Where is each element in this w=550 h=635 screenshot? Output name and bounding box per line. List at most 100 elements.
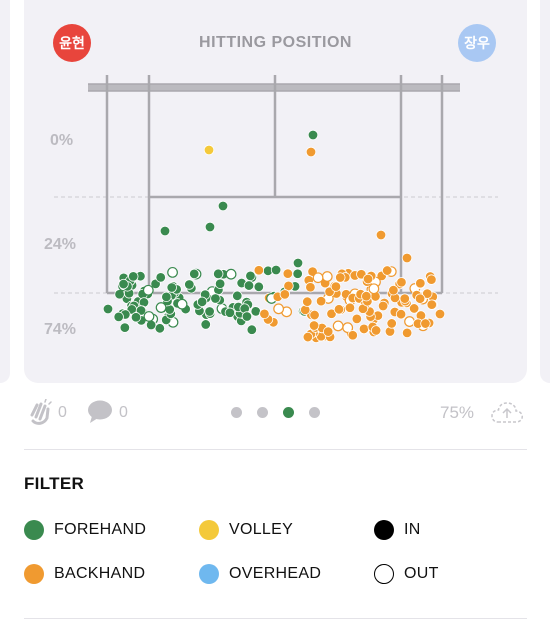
- shot-dot-forehand: [245, 270, 256, 282]
- shot-dot-forehand: [213, 268, 224, 280]
- filter-out[interactable]: OUT: [374, 563, 439, 585]
- filter-title: FILTER: [24, 474, 85, 493]
- shot-dot-forehand: [292, 268, 303, 279]
- pct-label-top: 0%: [50, 132, 74, 149]
- shot-dot-forehand: [184, 279, 195, 290]
- page-indicator-dot-1[interactable]: [231, 407, 242, 418]
- shot-dot-forehand-out: [142, 284, 154, 296]
- player-right-avatar[interactable]: 장우: [458, 24, 496, 62]
- shot-dot-forehand: [118, 278, 129, 290]
- filter-label: BACKHAND: [54, 565, 146, 582]
- player-right-name: 장우: [464, 35, 490, 51]
- shot-dot-backhand: [315, 295, 327, 307]
- shot-dot-forehand-out: [176, 298, 188, 310]
- shot-dot-forehand: [253, 281, 265, 293]
- shot-dot-backhand: [426, 299, 437, 310]
- shot-dot-backhand: [381, 265, 393, 276]
- filter-forehand[interactable]: FOREHAND: [24, 519, 146, 541]
- shot-dot-backhand: [253, 265, 265, 276]
- shot-dot-forehand: [164, 304, 175, 315]
- shot-dot-backhand: [358, 323, 370, 335]
- pct-label-middle: 24%: [44, 236, 77, 253]
- shot-dot-backhand-out: [404, 316, 415, 327]
- shot-dot-backhand-out: [321, 271, 333, 282]
- filter-overhead[interactable]: OVERHEAD: [199, 563, 321, 585]
- shot-dot-backhand: [361, 291, 372, 302]
- page-indicator-dot-2[interactable]: [257, 407, 268, 418]
- filter-volley[interactable]: VOLLEY: [199, 519, 293, 541]
- shot-dot-backhand: [395, 308, 407, 320]
- shot-dot-backhand: [322, 326, 334, 337]
- shot-dot-backhand: [308, 320, 320, 331]
- speech-bubble-icon: [88, 400, 112, 423]
- filter-in[interactable]: IN: [374, 519, 421, 541]
- shot-dot-backhand: [330, 281, 342, 292]
- shot-dot-backhand: [401, 252, 413, 264]
- shot-dot-forehand-out: [155, 302, 167, 313]
- next-card-edge[interactable]: [540, 0, 550, 383]
- shot-dot-backhand: [333, 304, 345, 315]
- shot-dot-backhand: [414, 293, 426, 304]
- shot-dot-forehand: [155, 272, 166, 283]
- shot-dot-forehand: [214, 278, 226, 289]
- hitting-position-card[interactable]: 윤현 장우 HITTING POSITION 0% 24% 74%: [24, 0, 527, 383]
- share-button[interactable]: [489, 398, 525, 426]
- shot-dot-backhand: [370, 325, 382, 336]
- shot-dot-forehand: [200, 319, 211, 330]
- shot-dot-backhand: [420, 318, 431, 329]
- shot-dot-forehand: [250, 306, 261, 317]
- out-dot-icon: [374, 564, 394, 584]
- shot-dot-forehand: [102, 303, 114, 315]
- shot-dot-backhand-out: [332, 320, 344, 332]
- shot-dot-forehand: [204, 306, 215, 317]
- shot-dot-forehand: [154, 323, 166, 334]
- shot-dot-forehand: [119, 322, 131, 333]
- shot-dot-forehand: [128, 271, 139, 282]
- filter-label: FOREHAND: [54, 521, 147, 538]
- shot-dot-forehand: [224, 307, 236, 318]
- shot-dot-backhand: [347, 330, 358, 341]
- filter-label: IN: [404, 521, 421, 538]
- shot-dot-backhand: [388, 285, 399, 296]
- page-indicator-dot-4[interactable]: [309, 407, 320, 418]
- shot-dot-forehand: [130, 312, 142, 323]
- like-button[interactable]: 0: [28, 398, 70, 425]
- shot-dot-backhand-out: [368, 283, 380, 295]
- shot-dot-forehand: [196, 296, 208, 308]
- comment-button[interactable]: 0: [87, 400, 133, 426]
- card-title: HITTING POSITION: [199, 34, 352, 51]
- overhead-dot-icon: [199, 564, 219, 584]
- previous-card-edge[interactable]: [0, 0, 10, 383]
- page-indicator-dot-3[interactable]: [283, 407, 294, 418]
- shot-dot-forehand: [113, 311, 124, 323]
- shot-dot-forehand: [307, 129, 319, 141]
- shot-dot-backhand: [351, 313, 363, 325]
- shot-dot-forehand: [166, 282, 177, 293]
- filter-backhand[interactable]: BACKHAND: [24, 563, 145, 585]
- player-left-name: 윤현: [59, 35, 85, 51]
- shot-dot-backhand-out: [273, 303, 285, 315]
- player-left-avatar[interactable]: 윤현: [53, 24, 91, 62]
- shot-dot-forehand: [161, 291, 172, 303]
- shot-dot-backhand: [344, 302, 356, 313]
- shot-dot-forehand: [204, 221, 216, 233]
- shot-dot-backhand: [302, 331, 314, 343]
- shot-dot-backhand: [396, 277, 407, 288]
- cloud-upload-icon: [491, 402, 523, 423]
- shot-dot-forehand-out: [143, 311, 155, 322]
- shot-dot-forehand: [292, 257, 304, 269]
- likes-count: 0: [58, 404, 67, 421]
- filter-label: OUT: [404, 565, 439, 582]
- shot-dot-backhand: [401, 327, 413, 339]
- court-diagram: [54, 75, 498, 344]
- shot-dot-backhand: [422, 288, 433, 299]
- shot-dot-backhand: [362, 273, 374, 285]
- shot-dot-backhand: [386, 318, 397, 329]
- shot-dot-backhand: [302, 296, 313, 307]
- shot-dot-backhand: [408, 303, 420, 314]
- volley-dot-icon: [199, 520, 219, 540]
- backhand-dot-icon: [24, 564, 44, 584]
- shot-dot-backhand: [415, 278, 426, 289]
- in-dot-icon: [374, 520, 394, 540]
- shot-dot-forehand: [232, 290, 243, 302]
